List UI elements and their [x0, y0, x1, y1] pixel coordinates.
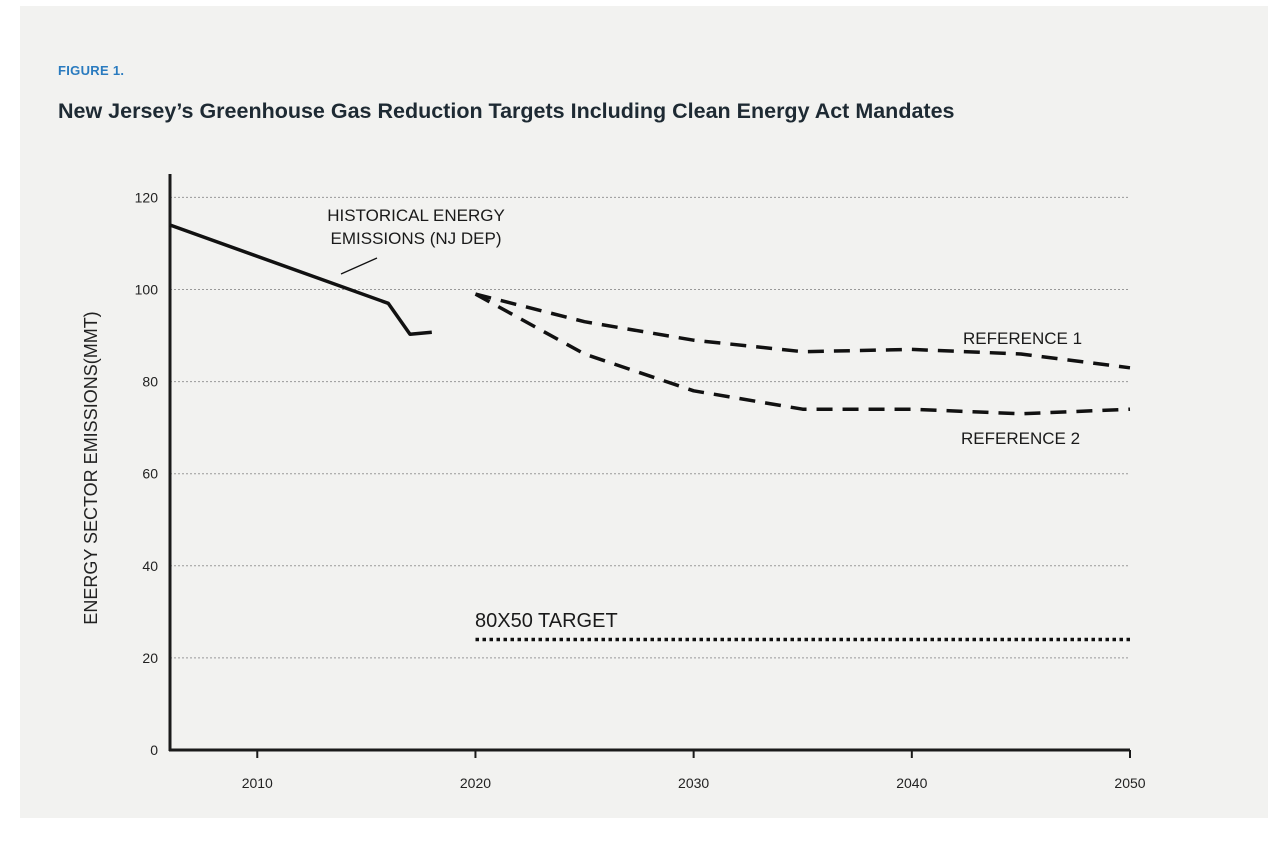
x-tick-label: 2010	[242, 775, 273, 791]
y-tick-label: 80	[142, 374, 158, 390]
reference-1-label: REFERENCE 1	[963, 329, 1082, 348]
y-tick-label: 100	[135, 282, 159, 298]
historical-emissions-line	[169, 223, 432, 336]
y-tick-label: 0	[150, 742, 158, 758]
y-tick-label: 20	[142, 650, 158, 666]
y-axis-label: ENERGY SECTOR EMISSIONS(MMT)	[81, 311, 101, 624]
y-tick-label: 60	[142, 466, 158, 482]
y-tick-label: 120	[135, 189, 159, 205]
target-80x50-label: 80X50 TARGET	[475, 610, 618, 632]
reference-2-label: REFERENCE 2	[961, 429, 1080, 448]
x-tick-label: 2030	[678, 775, 709, 791]
x-tick-label: 2040	[896, 775, 927, 791]
reference-1-line	[475, 292, 1131, 370]
figure-label: FIGURE 1.	[58, 63, 125, 78]
x-tick-label: 2020	[460, 775, 491, 791]
reference-2-line	[474, 292, 1131, 416]
y-tick-label: 40	[142, 558, 158, 574]
historical-annotation: HISTORICAL ENERGY EMISSIONS (NJ DEP)	[327, 206, 505, 248]
chart-title: New Jersey’s Greenhouse Gas Reduction Ta…	[58, 99, 955, 123]
x-tick-label: 2050	[1114, 775, 1145, 791]
historical-leader-line	[340, 257, 378, 275]
